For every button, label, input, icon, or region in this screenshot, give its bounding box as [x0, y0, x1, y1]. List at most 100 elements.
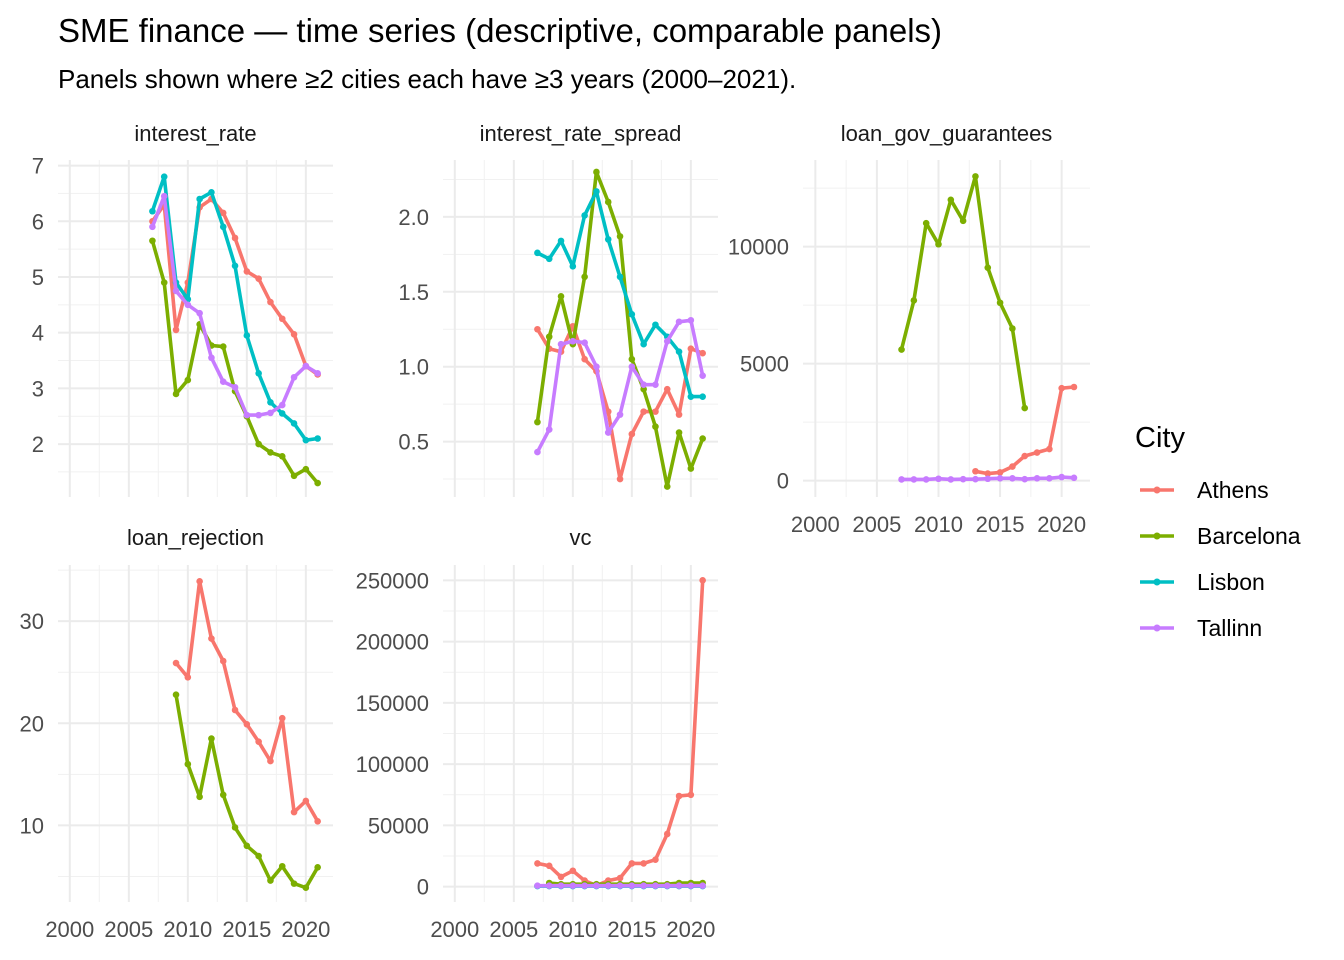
series-lisbon: [534, 188, 706, 400]
data-point: [149, 237, 156, 245]
data-point: [545, 426, 553, 433]
data-point: [1021, 452, 1029, 460]
series-line: [150, 174, 320, 443]
data-point: [687, 882, 695, 890]
data-point: [278, 714, 286, 722]
data-point: [1021, 475, 1029, 483]
y-tick-label: 1.0: [398, 355, 429, 380]
data-point: [675, 411, 683, 418]
data-point: [1058, 384, 1065, 392]
data-point: [652, 856, 659, 864]
data-point: [652, 408, 659, 415]
data-point: [302, 362, 310, 370]
data-point: [1009, 463, 1016, 470]
data-point: [219, 209, 227, 217]
data-point: [663, 385, 671, 393]
data-point: [534, 249, 541, 257]
data-point: [1009, 474, 1016, 482]
x-tick-label: 2000: [45, 917, 94, 942]
data-point: [208, 735, 215, 742]
legend-title: City: [1135, 422, 1185, 454]
data-point: [628, 430, 636, 438]
y-tick-label: 0: [417, 875, 429, 900]
data-point: [663, 337, 671, 345]
legend-label: Lisbon: [1197, 569, 1265, 595]
data-point: [172, 691, 180, 698]
data-point: [314, 818, 321, 825]
data-point: [604, 198, 612, 206]
data-point: [1009, 325, 1016, 332]
data-point: [604, 882, 612, 890]
legend-key-point: [1153, 578, 1161, 586]
data-point: [616, 874, 624, 882]
data-point: [972, 475, 979, 483]
data-point: [302, 436, 310, 444]
data-point: [1070, 474, 1078, 482]
y-tick-label: 7: [32, 154, 44, 179]
data-point: [557, 340, 565, 348]
data-point: [898, 476, 905, 483]
data-point: [581, 355, 588, 363]
data-point: [640, 882, 647, 890]
panel-interest-rate: interest_rate 2 3 4 5 6 7: [32, 121, 333, 497]
data-point: [947, 196, 955, 204]
data-point: [172, 659, 180, 667]
data-point: [581, 273, 588, 281]
legend-item-barcelona: Barcelona: [1140, 523, 1301, 549]
legend-item-lisbon: Lisbon: [1140, 569, 1265, 595]
data-point: [663, 830, 671, 838]
data-point: [581, 882, 588, 890]
data-point: [699, 349, 706, 357]
data-point: [687, 393, 695, 400]
x-tick-label: 2000: [791, 512, 840, 537]
data-point: [160, 192, 168, 200]
data-point: [581, 212, 588, 219]
data-point: [243, 411, 251, 419]
data-point: [898, 346, 905, 353]
data-point: [243, 332, 251, 339]
panel-title: loan_gov_guarantees: [841, 121, 1053, 146]
legend-key-point: [1153, 532, 1161, 540]
data-point: [196, 793, 203, 801]
x-tick-label: 2005: [852, 512, 901, 537]
data-point: [267, 877, 274, 884]
data-point: [314, 370, 321, 377]
y-tick-label: 2: [32, 432, 44, 457]
series-tallinn: [534, 882, 706, 890]
data-point: [1070, 383, 1078, 391]
data-point: [569, 263, 577, 270]
series-barcelona: [172, 691, 321, 892]
data-point: [593, 188, 600, 195]
data-point: [267, 409, 274, 417]
chart-title: SME finance — time series (descriptive, …: [58, 12, 943, 49]
data-point: [1046, 445, 1053, 453]
series-athens: [172, 578, 321, 825]
data-point: [604, 408, 612, 415]
data-point: [267, 399, 274, 406]
data-point: [616, 475, 624, 483]
data-point: [231, 706, 239, 714]
data-point: [616, 411, 624, 418]
data-point: [314, 435, 321, 442]
legend-key-point: [1153, 624, 1161, 632]
panel-title: loan_rejection: [127, 525, 264, 550]
panel-title: vc: [570, 525, 592, 550]
data-point: [172, 326, 180, 334]
data-point: [675, 429, 683, 436]
x-tick-label: 2015: [607, 917, 656, 942]
data-point: [149, 207, 156, 215]
data-point: [959, 217, 967, 225]
data-point: [314, 863, 321, 871]
data-point: [243, 842, 251, 850]
data-point: [557, 292, 565, 300]
series-barcelona: [898, 173, 1029, 412]
data-point: [1046, 474, 1053, 482]
data-point: [255, 440, 262, 448]
data-point: [255, 738, 262, 745]
data-point: [687, 791, 695, 799]
data-point: [255, 852, 262, 860]
legend-label: Athens: [1197, 477, 1269, 503]
data-point: [935, 475, 942, 483]
data-point: [972, 467, 979, 475]
data-point: [972, 173, 979, 180]
